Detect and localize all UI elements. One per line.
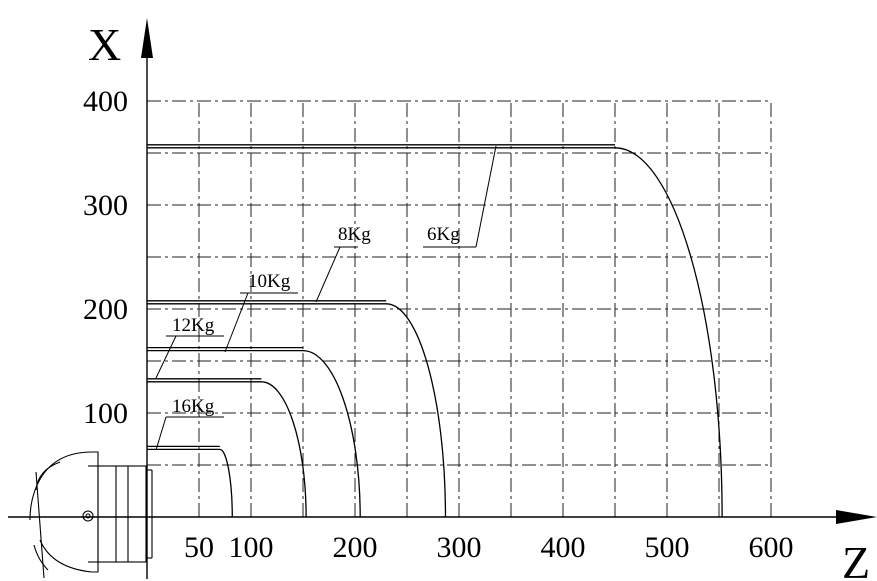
x-tick-label: 200 — [333, 531, 378, 564]
x-tick-label: 50 — [184, 531, 214, 564]
envelope-label: 10Kg — [248, 271, 291, 292]
envelope-curve — [147, 147, 723, 518]
axes — [8, 18, 877, 579]
curve-labels: 16Kg 12Kg 10Kg 8Kg 6Kg — [155, 145, 497, 451]
x-axis-arrow — [836, 510, 877, 524]
y-tick-label: 200 — [83, 293, 128, 326]
x-axis-title: Z — [842, 537, 870, 581]
envelope-curve — [147, 349, 361, 518]
robot-base-drawing — [29, 451, 153, 579]
label-leader-line — [315, 246, 341, 303]
label-leader-line — [224, 292, 249, 353]
envelope-curve — [147, 448, 233, 518]
label-leader-line — [155, 335, 177, 379]
x-tick-label: 300 — [437, 531, 482, 564]
y-tick-label: 400 — [83, 85, 128, 118]
envelope-label: 8Kg — [338, 224, 371, 245]
envelope-label: 16Kg — [172, 396, 215, 417]
x-tick-label: 400 — [541, 531, 586, 564]
envelope-curves — [147, 144, 723, 518]
y-axis-arrow — [141, 18, 153, 58]
y-tick-label: 100 — [83, 397, 128, 430]
y-tick-label: 300 — [83, 189, 128, 222]
envelope-label: 12Kg — [172, 315, 215, 336]
label-leader-line — [155, 416, 167, 451]
grid — [146, 100, 772, 518]
envelope-curve — [147, 381, 307, 518]
y-axis-title: X — [88, 19, 121, 70]
envelope-curve — [147, 303, 447, 518]
x-tick-label: 500 — [645, 531, 690, 564]
label-leader-line — [475, 145, 497, 248]
x-tick-label: 100 — [229, 531, 274, 564]
envelope-label: 6Kg — [427, 224, 460, 245]
x-tick-label: 600 — [749, 531, 794, 564]
tick-labels: 50 100 200 300 400 500 600 400 300 200 100 — [83, 85, 794, 564]
